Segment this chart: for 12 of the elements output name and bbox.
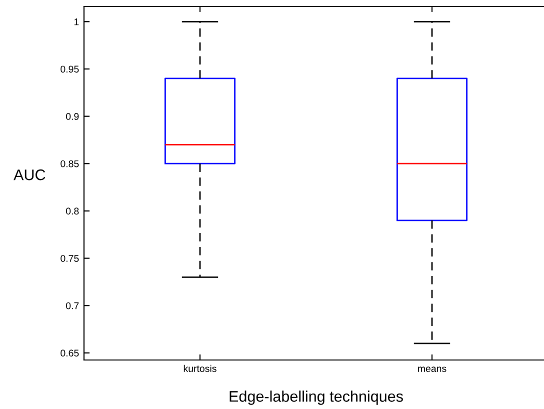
y-tick-label: 1 [74, 18, 79, 26]
y-tick-label: 0.9 [66, 113, 79, 120]
y-tick-label: 0.7 [66, 302, 79, 310]
x-tick-label: kurtosis [184, 364, 216, 372]
y-tick-label: 0.65 [60, 350, 79, 357]
y-tick-label: 0.95 [60, 66, 79, 73]
x-tick-label: means [418, 366, 446, 372]
y-tick-label: 0.8 [66, 208, 79, 215]
y-tick-label: 0.75 [60, 254, 79, 262]
y-tick-label: 0.85 [60, 160, 79, 168]
x-axis-title: Edge-labelling techniques [230, 390, 403, 405]
y-axis-title: AUC [14, 169, 46, 180]
